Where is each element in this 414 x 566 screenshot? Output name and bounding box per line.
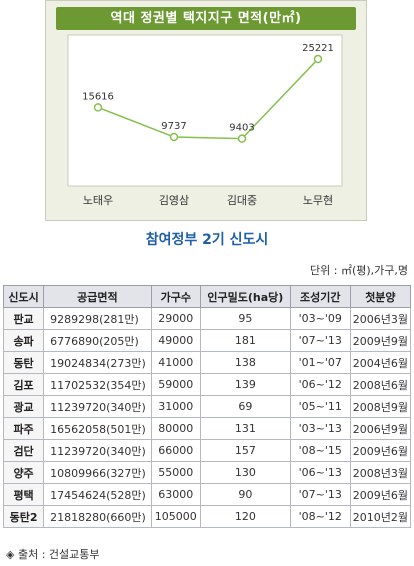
cell-period: '05~'11	[289, 395, 351, 418]
cell-newtown: 김포	[2, 373, 45, 396]
cell-households: 59000	[150, 373, 202, 396]
cell-period: '08~'12	[289, 505, 351, 528]
cell-period: '06~'12	[289, 373, 351, 396]
cell-newtown: 송파	[2, 329, 45, 352]
cell-area: 21818280(660만)	[43, 505, 152, 528]
x-tick-label: 김대중	[227, 194, 257, 207]
x-tick-label: 노무현	[303, 194, 333, 207]
source-note: ◈ 출처 : 건설교통부	[6, 548, 100, 561]
cell-period: '01~'07	[289, 351, 351, 374]
x-tick-label: 노태우	[83, 194, 113, 207]
cell-area: 9289298(281만)	[43, 307, 152, 330]
x-tick-label: 김영삼	[159, 194, 189, 207]
cell-first-sale: 2008년9월	[349, 395, 412, 418]
cell-households: 105000	[150, 505, 202, 528]
section-subtitle: 참여정부 2기 신도시	[145, 232, 269, 248]
cell-first-sale: 2008년3월	[349, 461, 412, 484]
data-label: 9403	[229, 123, 254, 134]
data-point	[93, 103, 103, 112]
cell-newtown: 판교	[2, 307, 45, 330]
cell-households: 41000	[150, 351, 202, 374]
new-town-table: 신도시 공급면적 가구수 인구밀도(ha당) 조성기간 첫분양 판교 928929…	[2, 285, 412, 528]
series-line	[97, 58, 319, 140]
cell-newtown: 파주	[2, 417, 45, 440]
cell-period: '07~'13	[289, 483, 351, 506]
cell-newtown: 광교	[2, 395, 45, 418]
cell-households: 49000	[150, 329, 202, 352]
cell-period: '03~'13	[289, 417, 351, 440]
cell-households: 66000	[150, 439, 202, 462]
header-period: 조성기간	[289, 285, 351, 308]
table-header-row: 신도시 공급면적 가구수 인구밀도(ha당) 조성기간 첫분양	[2, 285, 412, 308]
cell-first-sale: 2006년9월	[349, 417, 412, 440]
table-row: 파주 16562058(501만) 80000 131'03~'13 2006년9월	[2, 417, 412, 440]
table-row: 평택 17454624(528만) 63000 90'07~'13 2009년6월	[2, 483, 412, 506]
table-row: 동탄2 21818280(660만) 105000 120'08~'12 2010년2월	[2, 505, 412, 528]
cell-first-sale: 2006년3월	[349, 307, 412, 330]
plot-area	[67, 34, 343, 187]
cell-area: 11239720(340만)	[43, 439, 152, 462]
cell-density: 138	[200, 351, 291, 374]
data-label: 9737	[161, 121, 186, 132]
cell-area: 11239720(340만)	[43, 395, 152, 418]
cell-newtown: 동탄2	[2, 505, 45, 528]
cell-households: 55000	[150, 461, 202, 484]
cell-period: '03~'09	[289, 307, 351, 330]
data-point	[237, 134, 247, 143]
data-label: 15616	[82, 91, 114, 102]
table-row: 동탄 19024834(273만) 41000 138'01~'07 2004년6월	[2, 351, 412, 374]
data-point	[169, 132, 179, 142]
header-density: 인구밀도(ha당)	[200, 285, 291, 308]
cell-households: 31000	[150, 395, 202, 418]
table-row: 양주 10809966(327만) 55000 130'06~'13 2008년3월	[2, 461, 412, 484]
cell-households: 29000	[150, 307, 202, 330]
cell-newtown: 검단	[2, 439, 45, 462]
cell-area: 17454624(528만)	[43, 483, 152, 506]
table-body: 판교 9289298(281만) 29000 95'03~'09 2006년3월 송파 67…	[2, 307, 412, 528]
cell-area: 10809966(327만)	[43, 461, 152, 484]
line-chart: 15616 노태우 9737 김영삼 9403 김대중 25221 노무현	[67, 34, 343, 207]
cell-density: 131	[200, 417, 291, 440]
table-row: 김포 11702532(354만) 59000 139'06~'12 2008년6월	[2, 373, 412, 396]
cell-density: 90	[200, 483, 291, 506]
cell-density: 120	[200, 505, 291, 528]
cell-newtown: 양주	[2, 461, 45, 484]
header-newtown: 신도시	[2, 285, 45, 308]
data-label: 25221	[302, 43, 334, 54]
header-first-sale: 첫분양	[349, 285, 412, 308]
cell-area: 19024834(273만)	[43, 351, 152, 374]
chart-panel: 역대 정권별 택지지구 면적(만㎡) 15616 노태우 9737 김영삼 9403 김대…	[45, 0, 367, 221]
data-point	[313, 54, 323, 64]
cell-area: 6776890(205만)	[43, 329, 152, 352]
cell-period: '06~'13	[289, 461, 351, 484]
cell-period: '07~'13	[289, 329, 351, 352]
cell-first-sale: 2004년6월	[349, 351, 412, 374]
cell-density: 139	[200, 373, 291, 396]
header-area: 공급면적	[43, 285, 152, 308]
cell-first-sale: 2009년9월	[349, 329, 412, 352]
cell-first-sale: 2008년6월	[349, 373, 412, 396]
cell-period: '08~'15	[289, 439, 351, 462]
cell-density: 181	[200, 329, 291, 352]
cell-first-sale: 2009년6월	[349, 483, 412, 506]
cell-newtown: 동탄	[2, 351, 45, 374]
cell-households: 80000	[150, 417, 202, 440]
table-row: 광교 11239720(340만) 31000 69'05~'11 2008년9월	[2, 395, 412, 418]
chart-title: 역대 정권별 택지지구 면적(만㎡)	[56, 7, 356, 30]
cell-newtown: 평택	[2, 483, 45, 506]
unit-note: 단위 : ㎡(평),가구,명	[310, 264, 408, 277]
cell-first-sale: 2010년2월	[349, 505, 412, 528]
table-row: 송파 6776890(205만) 49000 181'07~'13 2009년9월	[2, 329, 412, 352]
cell-density: 130	[200, 461, 291, 484]
cell-density: 95	[200, 307, 291, 330]
cell-density: 157	[200, 439, 291, 462]
table-row: 판교 9289298(281만) 29000 95'03~'09 2006년3월	[2, 307, 412, 330]
table-row: 검단 11239720(340만) 66000 157'08~'15 2009년6월	[2, 439, 412, 462]
cell-households: 63000	[150, 483, 202, 506]
cell-area: 16562058(501만)	[43, 417, 152, 440]
cell-first-sale: 2009년6월	[349, 439, 412, 462]
cell-density: 69	[200, 395, 291, 418]
cell-area: 11702532(354만)	[43, 373, 152, 396]
header-households: 가구수	[150, 285, 202, 308]
